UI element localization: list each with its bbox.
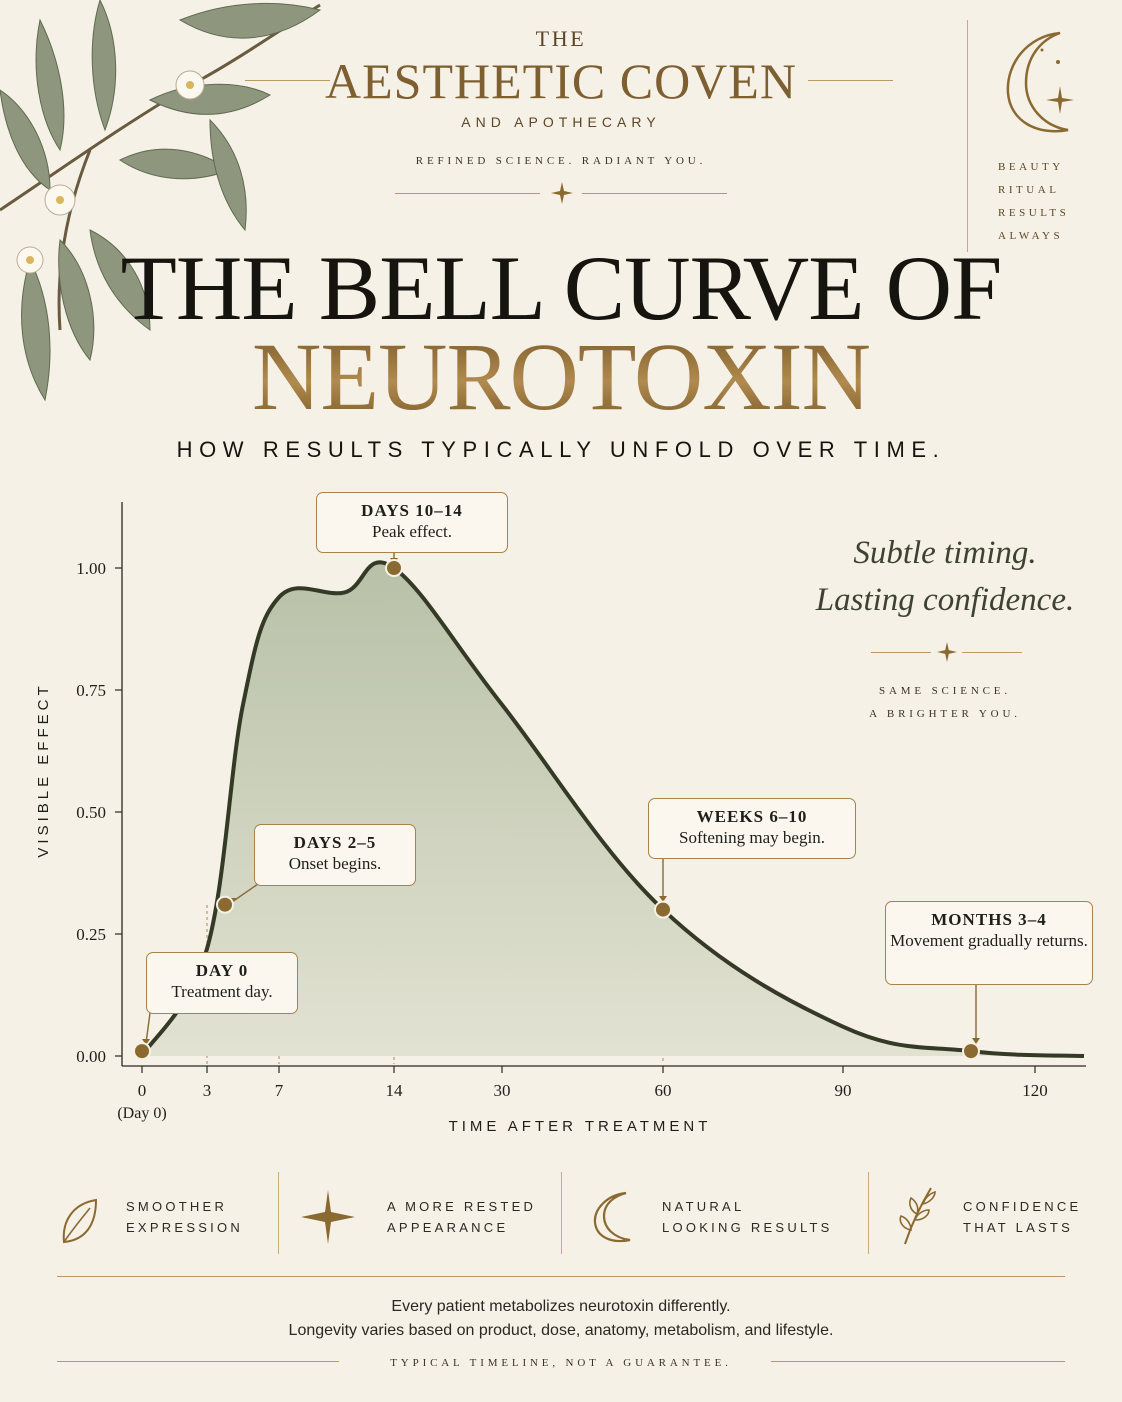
y-axis-label: VISIBLE EFFECT (35, 682, 52, 857)
callout-arrow (142, 1039, 150, 1045)
side-word-results: RESULTS (998, 207, 1070, 219)
footnote: Every patient metabolizes neurotoxin dif… (0, 1295, 1122, 1343)
callout-desc: Treatment day. (171, 982, 273, 1001)
tagline-rule-left (395, 193, 540, 194)
brand-subtitle: AND APOTHECARY (461, 114, 661, 130)
quote-subtext: SAME SCIENCE. A BRIGHTER YOU. (820, 680, 1070, 726)
x-tick-sublabel: (Day 0) (117, 1105, 166, 1122)
feature-line1: SMOOTHER (126, 1199, 228, 1214)
data-point (133, 1042, 151, 1061)
side-words: BEAUTY RITUAL RESULTS ALWAYS (998, 156, 1069, 248)
y-tick-label: 0.75 (76, 681, 106, 700)
data-point (654, 900, 672, 919)
side-word-beauty: BEAUTY (998, 161, 1064, 173)
quote-sub-line1: SAME SCIENCE. (879, 685, 1011, 697)
quote-sub-line2: A BRIGHTER YOU. (869, 708, 1021, 720)
side-word-always: ALWAYS (998, 230, 1064, 242)
footer-disclaimer: TYPICAL TIMELINE, NOT A GUARANTEE. (390, 1357, 732, 1369)
y-tick-label: 0.00 (76, 1047, 106, 1066)
callout-peak: DAYS 10–14 Peak effect. (316, 492, 508, 553)
quote-line2: Lasting confidence. (815, 582, 1075, 618)
callout-leader (231, 883, 259, 903)
side-divider (967, 20, 968, 252)
footnote-line2: Longevity varies based on product, dose,… (288, 1322, 834, 1339)
callout-desc: Peak effect. (372, 522, 452, 541)
curve-line (140, 560, 1085, 1058)
feature-natural-results: NATURAL LOOKING RESULTS (562, 1178, 868, 1258)
x-tick-label: 60 (655, 1081, 672, 1100)
x-axis-label: TIME AFTER TREATMENT (449, 1118, 712, 1135)
header-rule-left (245, 80, 330, 81)
x-tick-label: 90 (835, 1081, 852, 1100)
callout-desc: Softening may begin. (679, 828, 825, 847)
data-point (216, 895, 234, 914)
data-point (385, 559, 403, 577)
brand-tagline: REFINED SCIENCE. RADIANT YOU. (415, 155, 707, 167)
page-subtitle: HOW RESULTS TYPICALLY UNFOLD OVER TIME. (176, 437, 946, 462)
brand-name: AESTHETIC COVEN (325, 53, 797, 109)
quote-rule-right (962, 652, 1022, 653)
sparkle-icon (551, 182, 573, 204)
tagline-rule-right (582, 193, 727, 194)
feature-divider (561, 1172, 562, 1254)
feature-smoother-expression: SMOOTHER EXPRESSION (0, 1178, 278, 1258)
callout-onset: DAYS 2–5 Onset begins. (254, 824, 416, 886)
callout-desc: Onset begins. (288, 854, 382, 873)
footer-rule-top (57, 1276, 1065, 1277)
x-tick-label: 120 (1022, 1081, 1048, 1100)
feature-line2: LOOKING RESULTS (662, 1220, 833, 1235)
quote-rule-left (871, 652, 931, 653)
brand-the: THE (535, 26, 587, 51)
feature-divider (278, 1172, 279, 1254)
feature-line2: THAT LASTS (963, 1220, 1074, 1235)
feature-confidence: CONFIDENCE THAT LASTS (869, 1178, 1122, 1258)
callout-leader (145, 1012, 151, 1044)
x-tick-label: 0 (138, 1081, 147, 1100)
crescent-moon-icon (1006, 31, 1074, 133)
sprig-icon (899, 1187, 936, 1245)
feature-line2: EXPRESSION (126, 1220, 244, 1235)
callout-softening: WEEKS 6–10 Softening may begin. (648, 798, 856, 859)
footnote-line1: Every patient metabolizes neurotoxin dif… (391, 1298, 731, 1315)
feature-line1: A MORE RESTED (387, 1199, 537, 1214)
callout-day-0: DAY 0 Treatment day. (146, 952, 298, 1014)
callout-returns: MONTHS 3–4 Movement gradually returns. (885, 901, 1093, 985)
page-title-line2: NEUROTOXIN (0, 327, 1122, 427)
crescent-moon-icon (593, 1191, 631, 1243)
x-tick-label: 3 (203, 1081, 212, 1100)
leaf-icon (62, 1198, 98, 1244)
callout-title: WEEKS 6–10 (696, 807, 808, 826)
x-tick-label: 7 (275, 1081, 284, 1100)
x-tick-label: 30 (494, 1081, 511, 1100)
sparkle-icon (301, 1190, 355, 1244)
feature-line2: APPEARANCE (387, 1220, 509, 1235)
feature-rested-appearance: A MORE RESTED APPEARANCE (279, 1178, 561, 1258)
curve-area (142, 562, 1084, 1056)
quote: Subtle timing. Lasting confidence. (780, 530, 1110, 624)
header-rule-right (808, 80, 893, 81)
y-tick-label: 0.50 (76, 803, 106, 822)
quote-line1: Subtle timing. (853, 535, 1037, 571)
x-tick-label: 14 (386, 1081, 404, 1100)
callout-arrow (972, 1038, 980, 1044)
footer-rule-left (57, 1361, 339, 1362)
callout-title: DAYS 2–5 (293, 833, 377, 852)
data-point (962, 1042, 980, 1061)
callout-title: MONTHS 3–4 (931, 910, 1047, 929)
side-word-ritual: RITUAL (998, 184, 1060, 196)
callout-title: DAY 0 (195, 961, 249, 980)
page-title-line1: THE BELL CURVE OF (120, 237, 1003, 339)
feature-line1: NATURAL (662, 1199, 745, 1214)
botanical-branch-illustration (0, 0, 322, 402)
y-tick-label: 0.25 (76, 925, 106, 944)
sparkle-icon (937, 642, 957, 662)
callout-desc: Movement gradually returns. (890, 931, 1088, 950)
y-tick-label: 1.00 (76, 559, 106, 578)
callout-arrow (659, 896, 667, 902)
callout-title: DAYS 10–14 (361, 501, 463, 520)
footer-rule-right (771, 1361, 1065, 1362)
feature-divider (868, 1172, 869, 1254)
feature-line1: CONFIDENCE (963, 1199, 1082, 1214)
